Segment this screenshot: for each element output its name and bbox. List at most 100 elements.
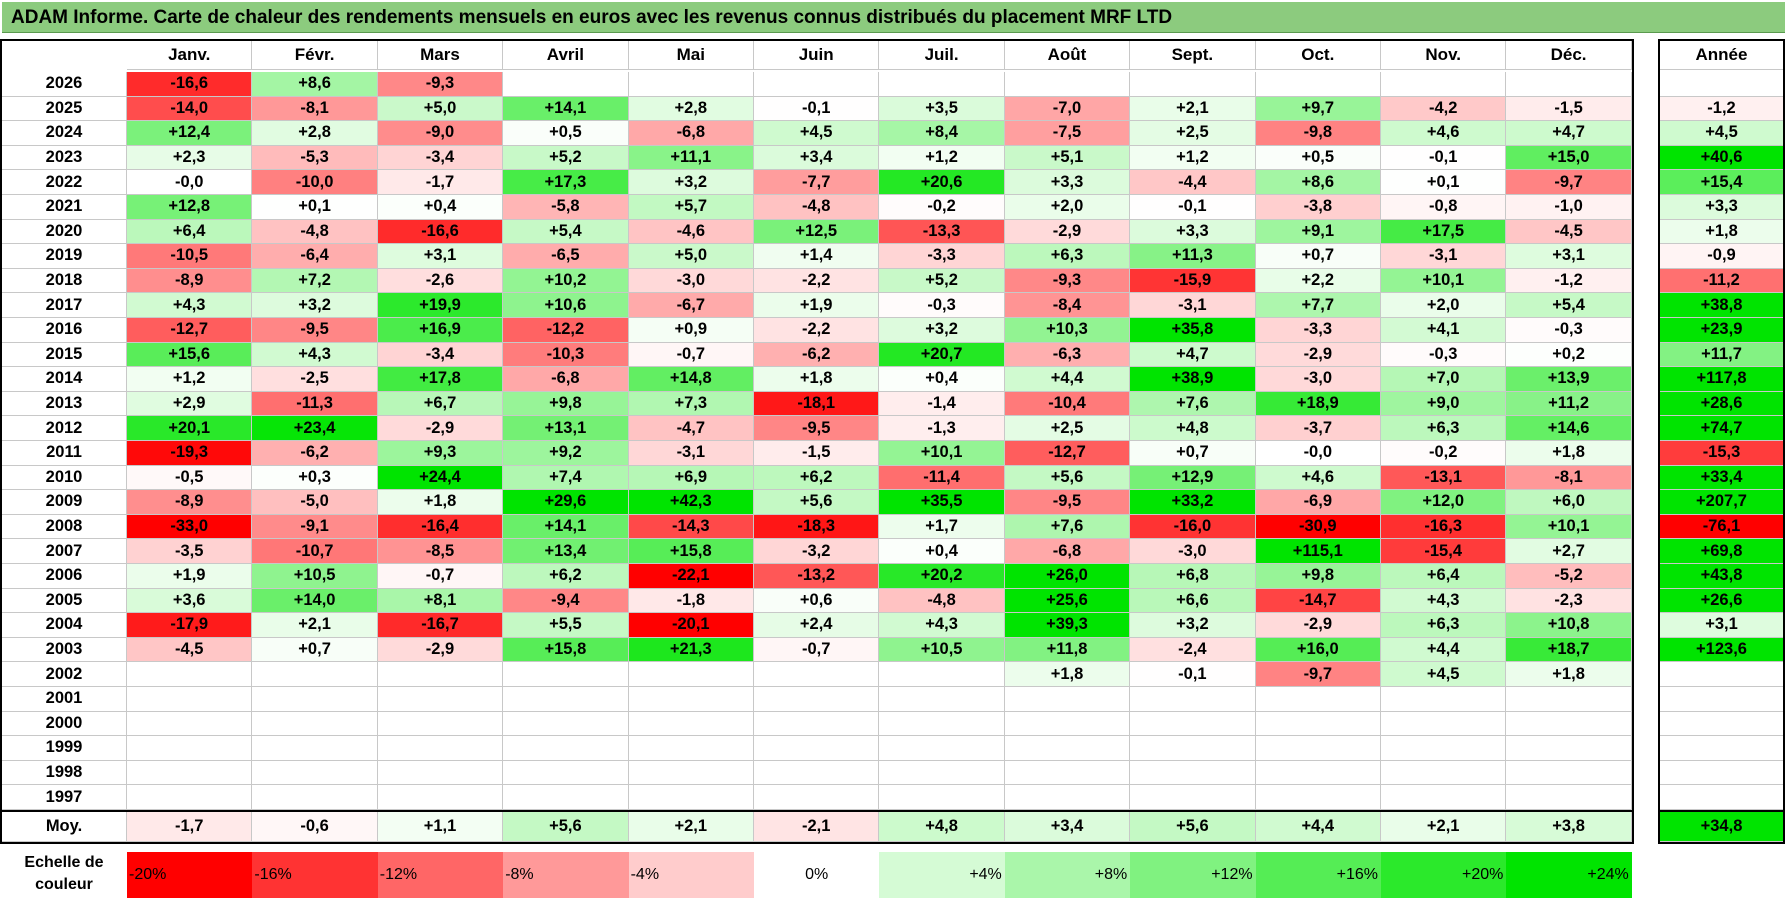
heatmap-cell: -0,1 [1130,662,1256,687]
heatmap-cell [252,662,378,687]
heatmap-cell: -0,1 [1130,195,1256,220]
heatmap-cell: -10,7 [252,539,378,564]
heatmap-cell: +9,2 [503,441,629,466]
color-scale-swatch: -4% [628,852,754,898]
heatmap-cell: -10,4 [1004,391,1131,417]
heatmap-cell: +13,4 [503,539,629,564]
heatmap-cell [879,72,1005,97]
annual-total-cell: +4,5 [1660,121,1784,146]
heatmap-cell: +1,8 [1506,441,1632,466]
row-year-label: 2002 [2,662,127,687]
heatmap-cell: +6,0 [1506,490,1632,515]
heatmap-cell: +8,1 [377,588,504,614]
heatmap-cell: -19,3 [127,441,253,466]
heatmap-cell: -6,5 [503,244,629,269]
heatmap-cell: -16,7 [377,613,504,638]
color-scale-label: Echelle de couleur [24,854,104,893]
heatmap-cell: -9,1 [252,514,378,540]
heatmap-cell: -0,2 [1381,441,1507,466]
heatmap-cell: +12,0 [1381,490,1507,515]
heatmap-cell: +5,4 [503,219,629,245]
average-cell: +5,6 [1130,812,1256,842]
heatmap-cell: -13,2 [754,564,880,589]
heatmap-cell: -12,7 [127,318,253,343]
annual-total-cell: -11,2 [1660,268,1784,294]
heatmap-cell: +0,1 [252,195,378,220]
heatmap-cell: -17,9 [127,613,253,638]
annual-total-cell: +33,4 [1660,465,1784,491]
heatmap-cell: -9,3 [377,72,504,97]
heatmap-cell: -3,0 [1255,367,1381,392]
heatmap-cell: -3,8 [1255,195,1381,220]
heatmap-cell: +2,9 [127,391,253,417]
heatmap-cell [1255,785,1381,810]
heatmap-cell: -4,8 [252,219,378,245]
heatmap-cell: +3,3 [1004,170,1131,195]
heatmap-cell: +6,9 [628,465,754,491]
heatmap-cell: -3,7 [1255,416,1381,441]
average-cell: -1,7 [127,812,253,842]
heatmap-cell: -7,5 [1004,121,1131,146]
heatmap-cell: +0,6 [754,588,880,614]
heatmap-cell: -16,6 [377,219,504,245]
heatmap-cell: -8,4 [1004,293,1131,318]
heatmap-cell [1004,760,1131,786]
heatmap-cell [1381,711,1507,737]
heatmap-cell: +115,1 [1255,539,1381,564]
heatmap-cell: +5,6 [1004,465,1131,491]
heatmap-cell [503,736,629,761]
heatmap-cell: -12,2 [503,318,629,343]
heatmap-cell: +11,2 [1506,391,1632,417]
heatmap-cell: -3,0 [1130,539,1256,564]
heatmap-cell: +5,2 [879,268,1005,294]
heatmap-cell [252,711,378,737]
heatmap-cell [1255,687,1381,712]
heatmap-cell [628,736,754,761]
heatmap-cell: +10,5 [879,637,1005,663]
heatmap-cell [377,736,504,761]
annual-total-cell: +3,3 [1660,195,1784,220]
heatmap-cell: +3,1 [1506,244,1632,269]
heatmap-cell: -6,2 [252,441,378,466]
heatmap-cell: -1,5 [754,441,880,466]
heatmap-cell: +7,6 [1004,514,1131,540]
annual-total-cell: +74,7 [1660,416,1784,441]
heatmap-cell: -2,9 [377,416,504,441]
heatmap-cell: +33,2 [1130,490,1256,515]
heatmap-cell: +2,2 [1255,268,1381,294]
heatmap-cell: -8,5 [377,539,504,564]
heatmap-cell [1130,736,1256,761]
annual-total-cell: -0,9 [1660,244,1784,269]
heatmap-cell: -1,8 [628,588,754,614]
heatmap-cell: +0,9 [628,318,754,343]
heatmap-cell: -0,1 [754,96,880,122]
heatmap-cell: +5,2 [503,145,629,171]
heatmap-cell: -6,7 [628,293,754,318]
annual-total-cell: +15,4 [1660,170,1784,195]
row-year-label: 2003 [2,637,127,663]
annual-total-cell [1660,760,1784,786]
heatmap-cell: +1,8 [1004,662,1131,687]
heatmap-cell: -4,8 [754,195,880,220]
heatmap-cell [1255,711,1381,737]
heatmap-cell: +4,3 [1381,588,1507,614]
heatmap-cell: -6,8 [503,367,629,392]
column-header: Juin [754,40,880,70]
annual-total-cell: +123,6 [1660,637,1784,663]
heatmap-cell: +0,2 [1506,342,1632,368]
heatmap-cell: +15,6 [127,342,253,368]
heatmap-cell: +3,3 [1130,219,1256,245]
heatmap-cell: -9,0 [377,121,504,146]
heatmap-cell: +6,2 [754,465,880,491]
heatmap-cell: +11,3 [1130,244,1256,269]
annual-total-cell: +117,8 [1660,367,1784,392]
heatmap-cell: -1,0 [1506,195,1632,220]
heatmap-cell: +10,2 [503,268,629,294]
heatmap-cell: -6,4 [252,244,378,269]
heatmap-cell: +0,3 [252,465,378,491]
row-year-label: 2008 [2,514,127,540]
annual-total-cell: +28,6 [1660,391,1784,417]
heatmap-cell [1381,736,1507,761]
heatmap-cell: -2,9 [1004,219,1131,245]
heatmap-cell: -2,2 [754,268,880,294]
